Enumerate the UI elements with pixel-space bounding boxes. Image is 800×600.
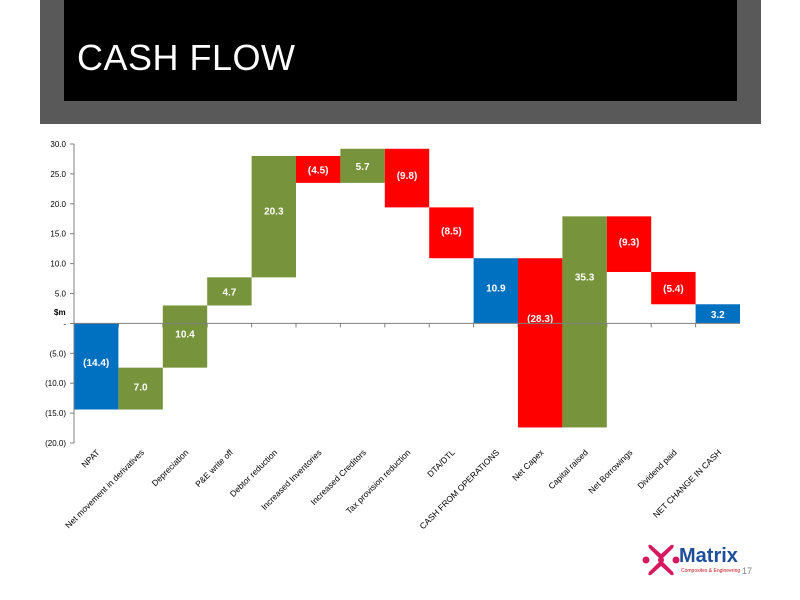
y-tick-label: (5.0) (50, 349, 67, 358)
waterfall-bar (651, 271, 696, 305)
waterfall-bar (429, 207, 474, 259)
category-label: Net Capex (510, 447, 546, 483)
slide-title: CASH FLOW (77, 37, 296, 78)
category-label: DTA/DTL (425, 447, 457, 479)
data-label: (14.4) (83, 358, 109, 369)
category-label: Net Borrowings (586, 447, 634, 495)
y-tick-label: 25.0 (50, 170, 66, 179)
category-label: Depreciation (150, 447, 191, 488)
data-label: (4.5) (308, 165, 329, 176)
waterfall-bar (606, 216, 652, 272)
y-axis-unit-label: $m (54, 308, 66, 317)
category-label: P&E write off (193, 447, 235, 489)
waterfall-bar (473, 258, 518, 324)
data-label: (9.8) (397, 171, 418, 182)
waterfall-bar (695, 304, 740, 324)
waterfall-bar (296, 155, 341, 183)
category-label: NPAT (79, 447, 101, 469)
data-label: (28.3) (527, 314, 553, 325)
data-label: 10.4 (175, 329, 195, 340)
matrix-logo-mark-icon (642, 544, 680, 576)
category-label: Dividend paid (635, 447, 679, 491)
waterfall-bar (118, 367, 163, 410)
data-label: 3.2 (711, 310, 725, 321)
data-label: 4.7 (222, 287, 236, 298)
logo-wordmark: Matrix (679, 545, 738, 567)
y-tick-label: 30.0 (50, 140, 66, 149)
waterfall-bar (74, 323, 119, 410)
y-tick-label: 20.0 (50, 200, 66, 209)
waterfall-bar (207, 277, 252, 306)
waterfall-bar (340, 148, 385, 183)
waterfall-bar (162, 305, 208, 368)
category-label: Net movement in derivatives (63, 447, 146, 530)
matrix-logo (642, 544, 680, 576)
waterfall-bar (251, 155, 296, 278)
logo-tagline: Composites & Engineering (681, 568, 741, 574)
data-label: 35.3 (575, 272, 595, 283)
waterfall-bar (518, 258, 563, 428)
y-tick-label: 15.0 (50, 230, 66, 239)
data-label: (5.4) (663, 284, 684, 295)
y-tick-label: (15.0) (45, 409, 66, 418)
waterfall-bar (562, 216, 607, 428)
y-tick-label: (10.0) (45, 379, 66, 388)
data-label: (9.3) (619, 237, 640, 248)
data-label: 10.9 (486, 284, 506, 295)
category-label: Capital raised (546, 447, 590, 491)
waterfall-bar (384, 148, 430, 208)
y-tick-label: 10.0 (50, 260, 66, 269)
y-tick-label: - (63, 319, 66, 328)
y-tick-label: 5.0 (55, 290, 67, 299)
title-box (64, 0, 737, 101)
data-label: 5.7 (356, 162, 370, 173)
category-label: CASH FROM OPERATIONS (417, 447, 501, 531)
data-label: 7.0 (134, 382, 148, 393)
page-number: 17 (742, 566, 753, 576)
y-tick-label: (20.0) (45, 439, 66, 448)
data-label: (8.5) (441, 226, 462, 237)
data-label: 20.3 (264, 207, 284, 218)
